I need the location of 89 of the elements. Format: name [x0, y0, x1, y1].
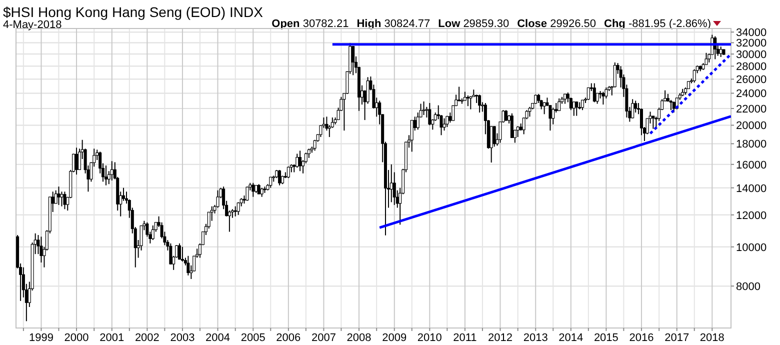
x-tick-label: 2009 [382, 332, 407, 344]
y-tick-label: 14000 [736, 182, 767, 195]
candlestick [104, 164, 108, 186]
candlestick [492, 126, 496, 148]
candlestick [260, 187, 264, 198]
x-tick-label: 2017 [664, 332, 690, 344]
x-tick-label: 2010 [417, 332, 442, 344]
candlestick [466, 94, 470, 107]
candlestick [416, 112, 420, 130]
x-tick-label: 2018 [700, 332, 724, 344]
candlestick [602, 91, 605, 106]
candlestick [669, 99, 672, 111]
candlestick [186, 255, 190, 276]
candlestick [586, 86, 590, 100]
candlestick [278, 169, 282, 186]
chart-title: $HSI Hong Kong Hang Seng (EOD) INDX [3, 4, 264, 20]
x-tick-label: 2001 [100, 332, 124, 344]
candlestick [537, 93, 540, 104]
x-tick-label: 2012 [488, 332, 512, 344]
candlestick [60, 191, 64, 207]
candlestick [151, 224, 154, 241]
x-tick-label: 2016 [629, 332, 654, 344]
candlestick [178, 242, 181, 260]
y-tick-label: 22000 [736, 103, 767, 116]
candlestick [652, 115, 655, 130]
candlestick [286, 166, 290, 179]
x-tick-label: 2015 [594, 332, 618, 344]
x-tick-label: 2014 [558, 332, 584, 344]
y-tick-label: 32000 [736, 38, 767, 50]
annotation: Close 29926.50 [517, 18, 596, 30]
candlestick [236, 202, 240, 216]
candlestick [552, 107, 555, 125]
candlestick [110, 160, 114, 181]
candlestick [122, 187, 125, 202]
x-tick-label: 2007 [311, 332, 336, 344]
y-tick-label: 26000 [736, 74, 767, 86]
candlestick [366, 76, 370, 104]
candlestick [296, 153, 299, 168]
x-tick-label: 2004 [206, 332, 230, 344]
candlestick [469, 96, 472, 110]
y-tick-label: 20000 [736, 120, 767, 132]
annotation: High 30824.77 [356, 18, 430, 30]
candlestick [63, 191, 66, 210]
candlestick [352, 46, 355, 76]
y-tick-label: 30000 [736, 49, 767, 62]
candlestick [528, 106, 532, 118]
candlestick [558, 98, 561, 112]
y-tick-label: 28000 [736, 61, 767, 74]
candlestick [575, 100, 578, 116]
annotation: Low 29859.30 [438, 18, 510, 30]
chart-subtitle: 4-May-2018 [3, 19, 62, 31]
candlestick [75, 147, 78, 176]
x-tick-label: 2000 [64, 332, 89, 344]
candlestick [592, 82, 596, 103]
x-tick-label: 2003 [170, 332, 195, 344]
annotation: Open 30782.21 [272, 18, 349, 30]
candlestick [234, 206, 237, 217]
candlestick [478, 94, 482, 114]
candlestick [510, 112, 514, 138]
candlestick [442, 118, 446, 132]
y-tick-label: 12000 [736, 210, 767, 222]
x-tick-label: 2008 [346, 332, 372, 344]
y-tick-label: 16000 [736, 159, 767, 172]
y-tick-label: 24000 [736, 88, 767, 100]
x-tick-label: 2005 [240, 332, 266, 344]
x-tick-label: 2006 [276, 332, 301, 344]
candlestick [458, 86, 461, 102]
candlestick [422, 100, 426, 116]
x-tick-label: 2013 [523, 332, 548, 344]
candlestick [252, 182, 255, 198]
candlestick [428, 102, 432, 126]
x-tick-label: 1999 [28, 332, 54, 344]
y-tick-label: 34000 [736, 27, 767, 40]
y-tick-label: 10000 [736, 242, 767, 254]
candlestick [504, 110, 508, 122]
candlestick [298, 150, 302, 172]
candlestick [534, 94, 538, 104]
candlestick [180, 246, 184, 262]
candlestick [410, 120, 414, 152]
candlestick [672, 100, 676, 114]
y-tick-label: 18000 [736, 138, 767, 151]
x-tick-label: 2011 [453, 332, 477, 344]
candlestick [692, 68, 696, 84]
candlestick [57, 186, 60, 206]
candlestick [246, 186, 249, 202]
y-tick-label: 8000 [736, 281, 760, 294]
x-tick-label: 2002 [134, 332, 160, 344]
candlestick [631, 98, 634, 119]
candlestick [257, 184, 260, 195]
